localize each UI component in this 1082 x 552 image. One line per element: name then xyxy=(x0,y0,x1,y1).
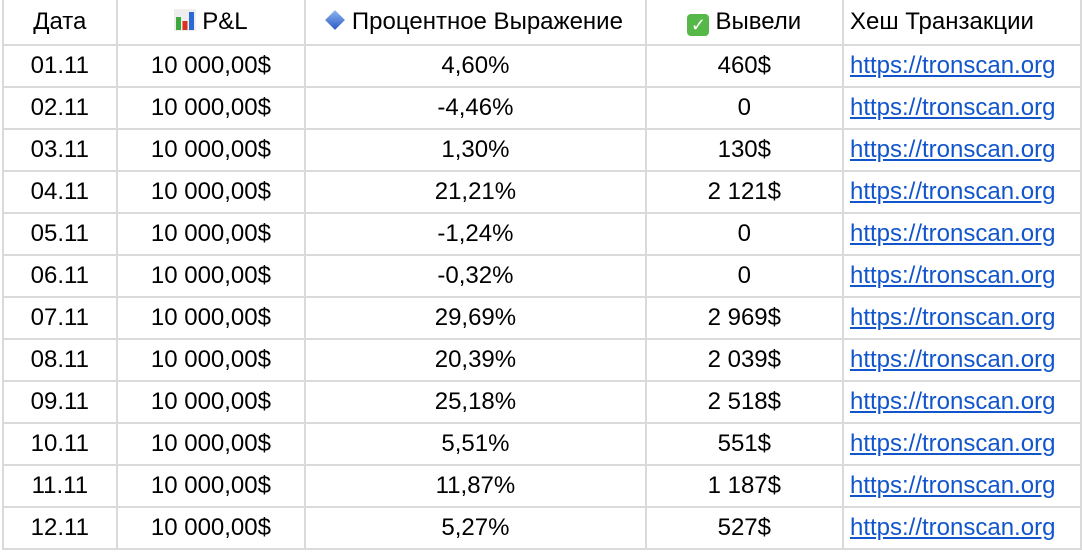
percent-cell[interactable]: 5,51% xyxy=(304,422,647,466)
percent-cell[interactable]: 29,69% xyxy=(304,296,647,340)
hash-link[interactable]: https://tronscan.org xyxy=(849,52,1056,79)
percent-cell[interactable]: 21,21% xyxy=(304,170,647,214)
percent-cell[interactable]: -4,46% xyxy=(304,86,647,130)
hash-link[interactable]: https://tronscan.org xyxy=(849,346,1056,373)
pnl-cell[interactable]: 10 000,00$ xyxy=(115,86,307,130)
hash-link[interactable]: https://tronscan.org xyxy=(849,94,1056,121)
table-row: 02.11 10 000,00$ -4,46% 0 https://tronscan.o… xyxy=(2,86,1082,130)
pnl-cell[interactable]: 10 000,00$ xyxy=(115,128,307,172)
date-cell[interactable]: 06.11 xyxy=(2,254,118,298)
pnl-cell[interactable]: 10 000,00$ xyxy=(115,380,307,424)
table-row: 06.11 10 000,00$ -0,32% 0 https://tronscan.o… xyxy=(2,254,1082,298)
table-row: 09.11 10 000,00$ 25,18% 2 518$ https://trons… xyxy=(2,380,1082,424)
withdrawn-cell[interactable]: 2 518$ xyxy=(644,380,844,424)
table-row: 11.11 10 000,00$ 11,87% 1 187$ https://trons… xyxy=(2,464,1082,508)
date-cell[interactable]: 09.11 xyxy=(2,380,118,424)
date-cell[interactable]: 10.11 xyxy=(2,422,118,466)
withdrawn-cell[interactable]: 130$ xyxy=(644,128,844,172)
withdrawn-cell[interactable]: 460$ xyxy=(644,44,844,88)
withdrawn-cell[interactable]: 2 121$ xyxy=(644,170,844,214)
header-date[interactable]: Дата xyxy=(2,0,118,46)
hash-link[interactable]: https://tronscan.org xyxy=(849,262,1056,289)
hash-cell[interactable]: https://tronscan.org xyxy=(841,296,1082,340)
withdrawn-cell[interactable]: 2 039$ xyxy=(644,338,844,382)
date-cell[interactable]: 07.11 xyxy=(2,296,118,340)
hash-cell[interactable]: https://tronscan.org xyxy=(841,44,1082,88)
header-hash[interactable]: Хеш Транзакции xyxy=(841,0,1082,46)
hash-link[interactable]: https://tronscan.org xyxy=(849,514,1056,541)
table-row: 10.11 10 000,00$ 5,51% 551$ https://tronscan… xyxy=(2,422,1082,466)
percent-cell[interactable]: 25,18% xyxy=(304,380,647,424)
hash-cell[interactable]: https://tronscan.org xyxy=(841,380,1082,424)
pnl-cell[interactable]: 10 000,00$ xyxy=(115,254,307,298)
hash-cell[interactable]: https://tronscan.org xyxy=(841,86,1082,130)
percent-cell[interactable]: -0,32% xyxy=(304,254,647,298)
pnl-cell[interactable]: 10 000,00$ xyxy=(115,44,307,88)
hash-link[interactable]: https://tronscan.org xyxy=(849,304,1056,331)
bar-chart-icon xyxy=(174,9,197,31)
hash-cell[interactable]: https://tronscan.org xyxy=(841,464,1082,508)
hash-cell[interactable]: https://tronscan.org xyxy=(841,170,1082,214)
hash-cell[interactable]: https://tronscan.org xyxy=(841,254,1082,298)
date-cell[interactable]: 01.11 xyxy=(2,44,118,88)
table-row: 03.11 10 000,00$ 1,30% 130$ https://tronscan… xyxy=(2,128,1082,172)
header-row: Дата P&L Процентное Выражение ✓ Вывели Хе… xyxy=(2,0,1082,46)
date-cell[interactable]: 11.11 xyxy=(2,464,118,508)
hash-link[interactable]: https://tronscan.org xyxy=(849,220,1056,247)
hash-cell[interactable]: https://tronscan.org xyxy=(841,422,1082,466)
withdrawn-cell[interactable]: 551$ xyxy=(644,422,844,466)
percent-cell[interactable]: 5,27% xyxy=(304,506,647,550)
percent-cell[interactable]: 4,60% xyxy=(304,44,647,88)
hash-cell[interactable]: https://tronscan.org xyxy=(841,128,1082,172)
table-row: 07.11 10 000,00$ 29,69% 2 969$ https://trons… xyxy=(2,296,1082,340)
hash-link[interactable]: https://tronscan.org xyxy=(849,388,1056,415)
pnl-cell[interactable]: 10 000,00$ xyxy=(115,506,307,550)
pnl-cell[interactable]: 10 000,00$ xyxy=(115,296,307,340)
header-percent[interactable]: Процентное Выражение xyxy=(304,0,647,46)
hash-link[interactable]: https://tronscan.org xyxy=(849,136,1056,163)
pnl-cell[interactable]: 10 000,00$ xyxy=(115,422,307,466)
header-pnl[interactable]: P&L xyxy=(115,0,307,46)
hash-link[interactable]: https://tronscan.org xyxy=(849,430,1056,457)
table-row: 01.11 10 000,00$ 4,60% 460$ https://tronscan… xyxy=(2,44,1082,88)
withdrawn-cell[interactable]: 0 xyxy=(644,212,844,256)
table-row: 04.11 10 000,00$ 21,21% 2 121$ https://trons… xyxy=(2,170,1082,214)
withdrawn-cell[interactable]: 2 969$ xyxy=(644,296,844,340)
percent-cell[interactable]: 1,30% xyxy=(304,128,647,172)
pnl-cell[interactable]: 10 000,00$ xyxy=(115,464,307,508)
date-cell[interactable]: 08.11 xyxy=(2,338,118,382)
pnl-cell[interactable]: 10 000,00$ xyxy=(115,170,307,214)
hash-cell[interactable]: https://tronscan.org xyxy=(841,506,1082,550)
hash-link[interactable]: https://tronscan.org xyxy=(849,178,1056,205)
table-row: 12.11 10 000,00$ 5,27% 527$ https://tronscan… xyxy=(2,506,1082,550)
percent-cell[interactable]: 11,87% xyxy=(304,464,647,508)
withdrawn-cell[interactable]: 0 xyxy=(644,254,844,298)
hash-cell[interactable]: https://tronscan.org xyxy=(841,212,1082,256)
withdrawn-cell[interactable]: 1 187$ xyxy=(644,464,844,508)
date-cell[interactable]: 03.11 xyxy=(2,128,118,172)
percent-cell[interactable]: -1,24% xyxy=(304,212,647,256)
hash-cell[interactable]: https://tronscan.org xyxy=(841,338,1082,382)
header-withdrawn[interactable]: ✓ Вывели xyxy=(644,0,844,46)
date-cell[interactable]: 12.11 xyxy=(2,506,118,550)
withdrawn-cell[interactable]: 527$ xyxy=(644,506,844,550)
check-mark-icon: ✓ xyxy=(687,14,710,36)
hash-link[interactable]: https://tronscan.org xyxy=(849,472,1056,499)
pnl-cell[interactable]: 10 000,00$ xyxy=(115,338,307,382)
pnl-cell[interactable]: 10 000,00$ xyxy=(115,212,307,256)
date-cell[interactable]: 02.11 xyxy=(2,86,118,130)
percent-cell[interactable]: 20,39% xyxy=(304,338,647,382)
blue-diamond-icon xyxy=(325,10,345,30)
withdrawn-cell[interactable]: 0 xyxy=(644,86,844,130)
table-row: 08.11 10 000,00$ 20,39% 2 039$ https://trons… xyxy=(2,338,1082,382)
date-cell[interactable]: 05.11 xyxy=(2,212,118,256)
table-row: 05.11 10 000,00$ -1,24% 0 https://tronscan.o… xyxy=(2,212,1082,256)
date-cell[interactable]: 04.11 xyxy=(2,170,118,214)
